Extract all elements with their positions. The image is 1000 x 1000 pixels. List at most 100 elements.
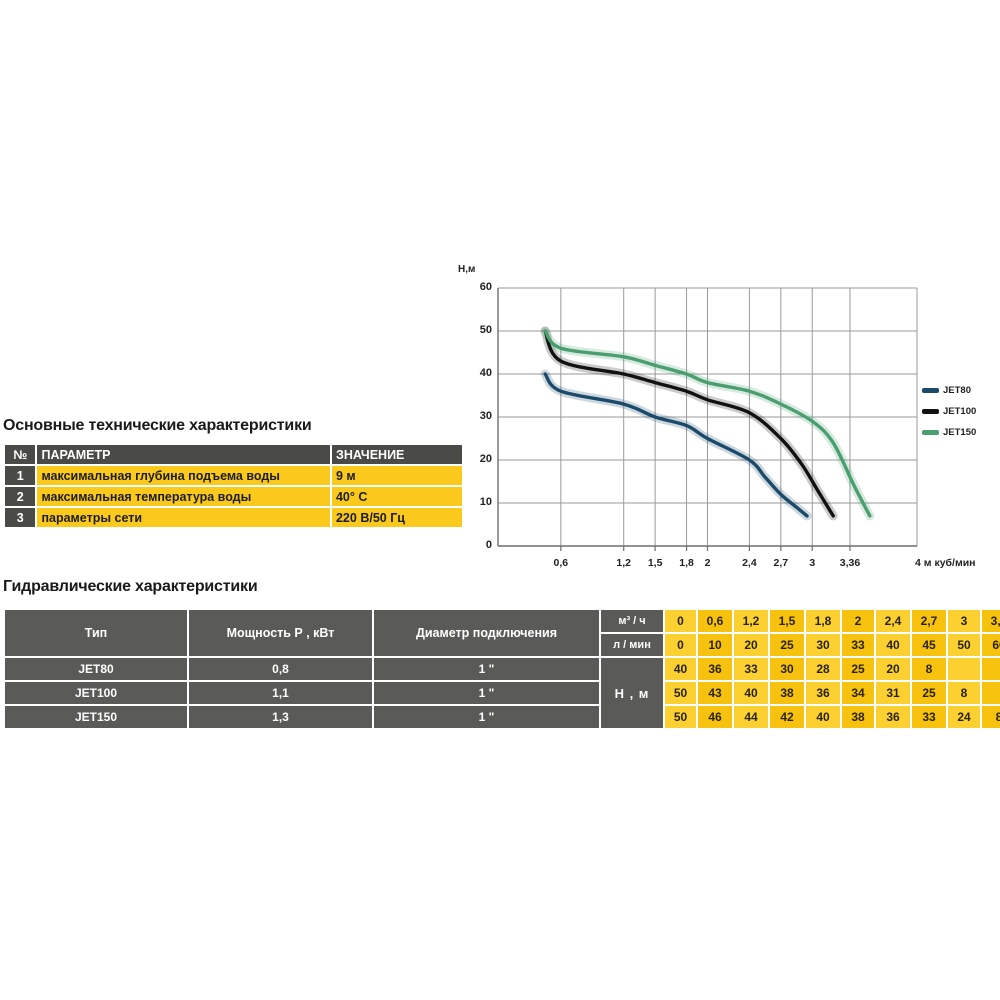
chart-x-tick-label: 1,5	[647, 557, 663, 569]
legend-item: JET100	[922, 403, 976, 420]
flow-m3h-cell: 3	[948, 610, 980, 632]
flow-lmin-cell: 40	[876, 634, 910, 656]
chart-x-tick-label: 2	[704, 557, 711, 569]
hydraulic-unit-lmin: л / мин	[601, 634, 663, 656]
chart-x-tick-label: 2,7	[773, 557, 789, 569]
head-value-cell: 38	[770, 682, 804, 704]
hydraulic-table: Тип Мощность Р , кВт Диаметр подключения м³…	[3, 608, 1000, 730]
specs-row-value: 9 м	[331, 466, 462, 485]
hydraulic-header-type: Тип	[5, 610, 187, 656]
hydraulic-row-power: 1,1	[189, 682, 372, 704]
table-row: 3 параметры сети 220 В/50 Гц	[5, 508, 462, 527]
legend-item: JET150	[922, 424, 976, 441]
hydraulic-header-power: Мощность Р , кВт	[189, 610, 372, 656]
hydraulic-row-type: JET150	[5, 706, 187, 728]
head-value-cell: 40	[734, 682, 768, 704]
flow-m3h-cell: 1,2	[734, 610, 768, 632]
chart-y-axis-label: Н,м	[458, 264, 476, 275]
legend-color-swatch	[922, 388, 939, 393]
flow-m3h-cell: 3,6	[982, 610, 1000, 632]
hydraulic-row-diameter: 1 "	[374, 706, 599, 728]
chart-x-tick-label: 0,6	[553, 557, 569, 569]
chart-y-tick-label: 40	[479, 367, 492, 379]
hydraulic-row-diameter: 1 "	[374, 658, 599, 680]
head-value-cell: 36	[876, 706, 910, 728]
flow-m3h-cell: 2,7	[912, 610, 946, 632]
specs-header-no: №	[5, 445, 36, 464]
specs-table: № ПАРАМЕТР ЗНАЧЕНИЕ 1 максимальная глубина п…	[3, 443, 464, 529]
chart-x-tick-label: 1,2	[616, 557, 631, 569]
chart-x-tick-label: 1,8	[679, 557, 694, 569]
hydraulic-row-diameter: 1 "	[374, 682, 599, 704]
chart-x-tick-label: 3,36	[839, 557, 861, 569]
chart-x-axis-unit-label: 4 м куб/мин	[915, 557, 976, 569]
flow-m3h-cell: 2	[842, 610, 874, 632]
table-row: JET100 1,1 1 " 50 43 40 38 36 34 31 25 8	[5, 682, 1000, 704]
specs-row-no: 3	[5, 508, 36, 527]
head-value-cell: 46	[698, 706, 732, 728]
legend-item-label: JET150	[943, 427, 977, 438]
head-value-cell: 50	[665, 682, 696, 704]
specs-row-param: максимальная глубина подъема воды	[37, 466, 330, 485]
hydraulic-row-power: 1,3	[189, 706, 372, 728]
flow-lmin-cell: 0	[665, 634, 696, 656]
chart-y-tick-label: 0	[485, 539, 492, 551]
head-value-cell	[948, 658, 980, 680]
flow-m3h-cell: 1,5	[770, 610, 804, 632]
legend-color-swatch	[922, 430, 939, 435]
head-value-cell: 28	[806, 658, 840, 680]
head-value-cell: 25	[912, 682, 946, 704]
head-value-cell	[982, 682, 1000, 704]
flow-lmin-cell: 45	[912, 634, 946, 656]
legend-item: JET80	[922, 382, 976, 399]
legend-color-swatch	[922, 409, 939, 414]
hydraulic-row-type: JET80	[5, 658, 187, 680]
table-row: л / мин0102025303340455060	[5, 634, 1000, 656]
hydraulic-section-title: Гидравлические характеристики	[3, 578, 258, 595]
chart-legend: JET80 JET100 JET150	[922, 382, 976, 445]
flow-lmin-cell: 20	[734, 634, 768, 656]
hydraulic-header-diameter: Диаметр подключения	[374, 610, 599, 656]
hydraulic-head-label: Н , м	[601, 658, 663, 728]
table-row: Тип Мощность Р , кВт Диаметр подключения м³…	[5, 610, 1000, 656]
head-value-cell: 31	[876, 682, 910, 704]
head-value-cell: 36	[806, 682, 840, 704]
specs-row-value: 40° С	[331, 487, 462, 506]
head-value-cell: 40	[665, 658, 696, 680]
table-row: JET80 0,8 1 " Н , м 40 36 33 30 28 25 20 8	[5, 658, 1000, 728]
hydraulic-unit-m3h: м³ / ч	[601, 610, 663, 632]
head-value-cell: 8	[912, 658, 946, 680]
chart-y-tick-label: 60	[479, 281, 492, 293]
specs-header-value: ЗНАЧЕНИЕ	[331, 445, 462, 464]
flow-m3h-cell: 0	[665, 610, 696, 632]
flow-lmin-cell: 30	[806, 634, 840, 656]
specs-header-param: ПАРАМЕТР	[37, 445, 330, 464]
head-value-cell: 50	[665, 706, 696, 728]
head-value-cell: 25	[842, 658, 874, 680]
head-value-cell: 34	[842, 682, 874, 704]
hydraulic-row-type: JET100	[5, 682, 187, 704]
chart-x-tick-label: 2,4	[742, 557, 757, 569]
legend-item-label: JET80	[943, 385, 971, 396]
flow-lmin-cell: 60	[982, 634, 1000, 656]
head-value-cell: 40	[806, 706, 840, 728]
chart-canvas	[497, 287, 918, 551]
chart-y-tick-label: 10	[479, 496, 492, 508]
head-value-cell: 44	[734, 706, 768, 728]
head-value-cell	[982, 658, 1000, 680]
hydraulic-row-power: 0,8	[189, 658, 372, 680]
head-value-cell: 8	[948, 682, 980, 704]
head-value-cell: 36	[698, 658, 732, 680]
specs-row-value: 220 В/50 Гц	[331, 508, 462, 527]
specs-row-param: параметры сети	[37, 508, 330, 527]
flow-lmin-cell: 10	[698, 634, 732, 656]
chart-y-tick-label: 50	[479, 324, 492, 336]
head-value-cell: 8	[982, 706, 1000, 728]
head-value-cell: 30	[770, 658, 804, 680]
specs-row-no: 1	[5, 466, 36, 485]
table-row: 2 максимальная температура воды 40° С	[5, 487, 462, 506]
chart-y-tick-label: 30	[479, 410, 492, 422]
flow-m3h-cell: 2,4	[876, 610, 910, 632]
flow-lmin-cell: 25	[770, 634, 804, 656]
